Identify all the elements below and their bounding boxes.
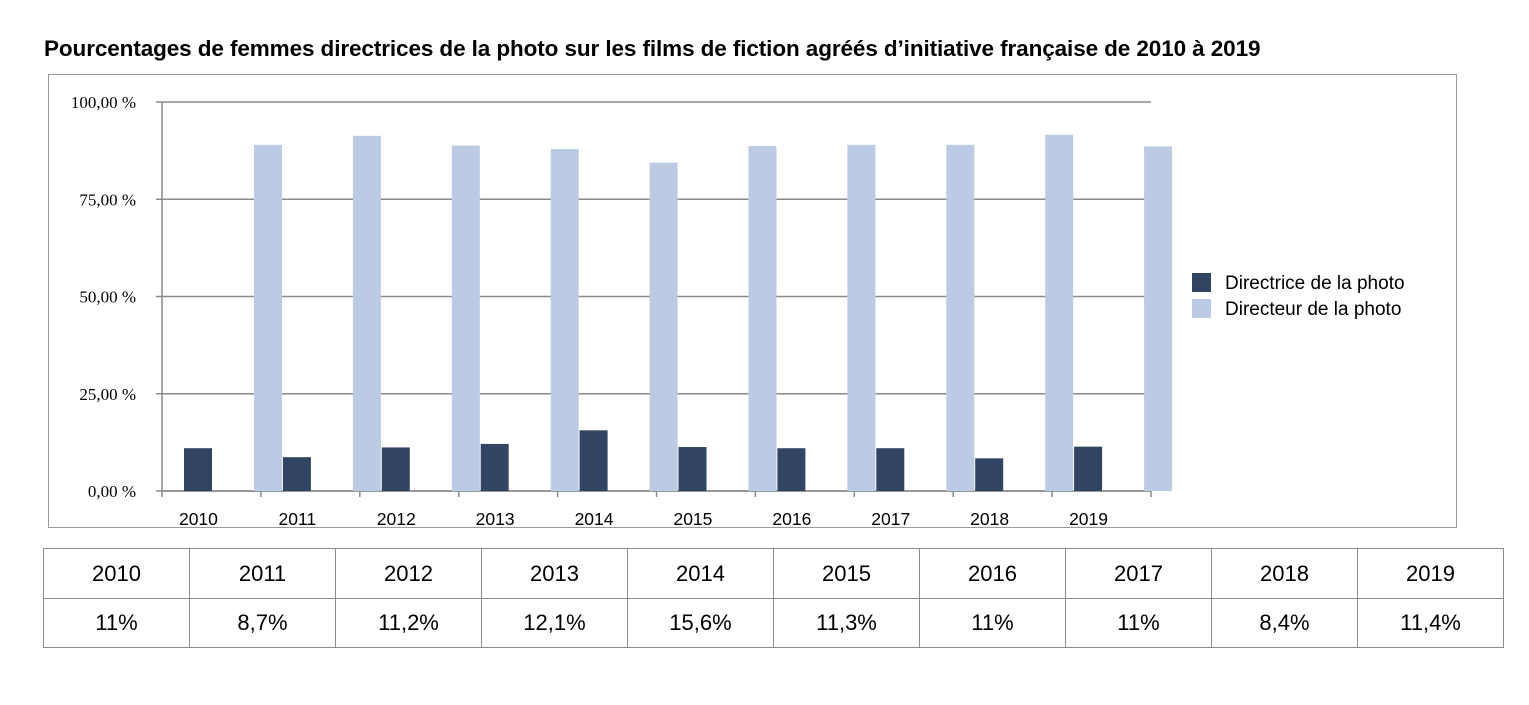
data-table: 2010 2011 2012 2013 2014 2015 2016 2017 2018 2019… [43,548,1504,648]
table-cell-value: 11% [1065,598,1212,648]
x-tick-label: 2014 [575,509,614,527]
x-tick-label: 2013 [476,509,515,527]
bar-directeur: Directeur de la photo 2017: 89 [946,144,975,491]
legend-swatch [1192,299,1211,318]
bar-directeur: Directeur de la photo 2010: 89 [254,144,282,491]
bar-directrice: Directrice de la photo 2010: 11 [184,448,212,491]
table-cell-year: 2019 [1357,548,1504,599]
table-cell-year: 2018 [1211,548,1358,599]
x-tick-label: 2011 [279,509,317,527]
legend-label: Directrice de la photo [1225,273,1405,294]
x-tick-label: 2010 [179,509,218,527]
table-cell-value: 8,4% [1211,598,1358,648]
bar-directeur: Directeur de la photo 2014: 84.4 [649,162,678,491]
table-cell-year: 2016 [919,548,1066,599]
table-cell-value: 12,1% [481,598,628,648]
y-tick-label: 50,00 % [79,288,136,307]
table-cell-year: 2011 [189,548,336,599]
bar-directrice: Directrice de la photo 2018: 8.4 [975,458,1004,491]
table-cell-year: 2017 [1065,548,1212,599]
bar-directrice: Directrice de la photo 2011: 8.7 [282,457,311,491]
legend-swatch [1192,273,1211,292]
x-tick-label: 2012 [377,509,416,527]
bar-chart: 0,00 % 25,00 % 50,00 % 75,00 % 100,00 % Direc… [71,93,1405,527]
table-cell-year: 2013 [481,548,628,599]
y-tick-label: 25,00 % [79,385,136,404]
table-cell-year: 2015 [773,548,920,599]
table-row-values: 11% 8,7% 11,2% 12,1% 15,6% 11,3% 11% 11% 8,4% 11,… [43,598,1504,648]
bar-directeur: Directeur de la photo 2012: 88.8 [451,145,480,491]
legend-label: Directeur de la photo [1225,299,1401,320]
table-cell-value: 11,2% [335,598,482,648]
bar-directeur: Directeur de la photo 2018: 91.6 [1045,134,1074,491]
bar-directrice: Directrice de la photo 2012: 11.2 [381,447,410,491]
bar-directeur: Directeur de la photo 2016: 89 [847,144,876,491]
chart-area: 0,00 % 25,00 % 50,00 % 75,00 % 100,00 % Direc… [48,74,1457,528]
table-cell-year: 2010 [43,548,190,599]
bar-directrice: Directrice de la photo 2015: 11.3 [678,447,707,491]
bar-directeur: Directeur de la photo 2011: 91.3 [352,135,381,491]
y-tick-label: 0,00 % [88,482,136,501]
chart-title: Pourcentages de femmes directrices de la… [44,36,1261,61]
bar-directrice: Directrice de la photo 2016: 11 [777,448,806,491]
bar-directeur: Directeur de la photo 2013: 87.9 [550,149,579,491]
table-cell-value: 11% [919,598,1066,648]
x-tick-label: 2016 [772,509,811,527]
x-tick-label: 2018 [970,509,1009,527]
bar-directrice: Directrice de la photo 2019: 11.4 [1074,446,1103,491]
y-tick-label: 75,00 % [79,190,136,209]
bar-directrice: Directrice de la photo 2017: 11 [876,448,905,491]
table-cell-value: 11,4% [1357,598,1504,648]
table-cell-value: 8,7% [189,598,336,648]
x-tick-label: 2019 [1069,509,1108,527]
x-tick-label: 2015 [673,509,712,527]
bar-directrice: Directrice de la photo 2013: 12.1 [480,443,509,491]
x-tick-label: 2017 [871,509,910,527]
table-cell-value: 11% [43,598,190,648]
table-row-years: 2010 2011 2012 2013 2014 2015 2016 2017 2018 2019 [43,548,1504,599]
bar-directeur: Directeur de la photo 2019: 88.6 [1144,146,1173,491]
table-cell-year: 2014 [627,548,774,599]
table-cell-year: 2012 [335,548,482,599]
table-cell-value: 15,6% [627,598,774,648]
y-tick-label: 100,00 % [71,93,136,112]
bar-directrice: Directrice de la photo 2014: 15.6 [579,430,608,491]
table-cell-value: 11,3% [773,598,920,648]
bar-directeur: Directeur de la photo 2015: 88.7 [748,145,777,491]
